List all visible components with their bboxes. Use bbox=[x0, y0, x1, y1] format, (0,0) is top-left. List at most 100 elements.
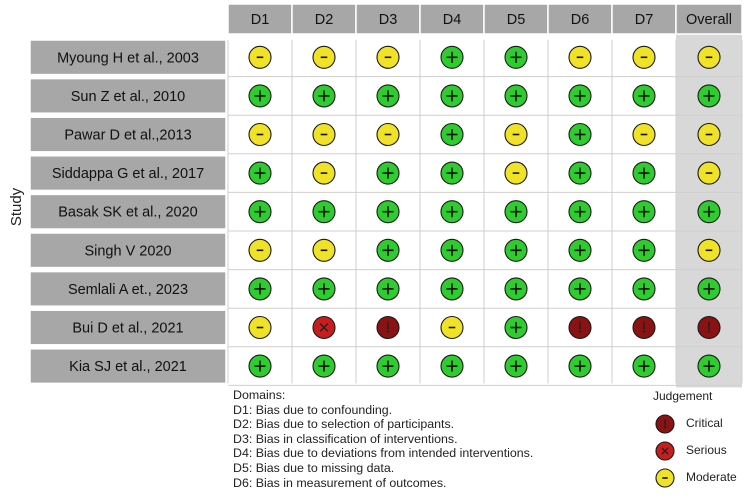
risk-of-bias-chart: Study D1 D2 D3 D4 D5 D6 D7 Overall Myoung H et a… bbox=[8, 3, 743, 388]
judgement-critical-marker bbox=[376, 315, 400, 340]
study-label-bg bbox=[29, 155, 227, 192]
judgement-low-marker bbox=[568, 200, 592, 224]
judgement-low-marker bbox=[568, 161, 592, 185]
domain-item-d1: D1: Bias due to confounding. bbox=[233, 402, 393, 417]
column-header-d4 bbox=[419, 3, 485, 35]
column-header-label: D3 bbox=[379, 12, 398, 28]
judgement-moderate-marker bbox=[248, 238, 272, 262]
judgement-serious-marker bbox=[312, 315, 336, 340]
judgement-low-marker bbox=[568, 84, 592, 108]
column-header-d1 bbox=[227, 3, 293, 35]
study-label: Pawar D et al.,2013 bbox=[64, 128, 191, 144]
judgement-moderate-marker bbox=[697, 161, 721, 185]
judgement-low-marker bbox=[248, 161, 272, 185]
domain-item-d6: D6: Bias in measurement of outcomes. bbox=[233, 475, 447, 490]
legend-item-label: Moderate bbox=[686, 470, 737, 484]
judgement-low-marker bbox=[697, 277, 721, 301]
column-header-label: D5 bbox=[507, 12, 526, 28]
judgement-moderate-marker bbox=[248, 122, 272, 147]
judgement-low-marker bbox=[312, 277, 336, 301]
judgement-moderate-marker bbox=[697, 45, 721, 69]
judgement-low-marker bbox=[504, 84, 528, 108]
judgement-moderate-marker bbox=[376, 122, 400, 147]
study-label: Singh V 2020 bbox=[84, 243, 171, 259]
study-label: Basak SK et al., 2020 bbox=[58, 205, 197, 221]
moderate-legend-icon bbox=[655, 468, 675, 488]
judgement-low-marker bbox=[376, 238, 400, 262]
judgement-low-marker bbox=[504, 354, 528, 378]
judgement-low-marker bbox=[440, 122, 464, 147]
column-header-label: D7 bbox=[635, 12, 654, 28]
judgement-low-marker bbox=[697, 354, 721, 378]
critical-legend-icon bbox=[655, 414, 675, 434]
judgement-low-marker bbox=[697, 200, 721, 224]
judgement-legend-title: Judgement bbox=[653, 389, 713, 403]
judgement-moderate-marker bbox=[504, 122, 528, 147]
study-label: Kia SJ et al., 2021 bbox=[69, 359, 187, 375]
column-header-d5 bbox=[483, 3, 549, 35]
column-header-label: D6 bbox=[571, 12, 590, 28]
study-label-bg bbox=[29, 348, 227, 385]
legend-item-critical: Critical bbox=[654, 413, 750, 434]
study-label-bg bbox=[29, 309, 227, 346]
y-axis-label: Study bbox=[8, 187, 25, 226]
judgement-low-marker bbox=[632, 277, 656, 301]
judgement-low-marker bbox=[632, 238, 656, 262]
legend-item-serious: Serious bbox=[654, 440, 750, 461]
judgement-low-marker bbox=[440, 200, 464, 224]
judgement-moderate-marker bbox=[632, 45, 656, 69]
study-label-bg bbox=[29, 116, 227, 153]
judgement-low-marker bbox=[440, 277, 464, 301]
study-label-bg bbox=[29, 77, 227, 114]
judgement-low-marker bbox=[376, 354, 400, 378]
judgement-low-marker bbox=[632, 161, 656, 185]
study-label: Sun Z et al., 2010 bbox=[71, 89, 185, 105]
domain-item-d3: D3: Bias in classification of interventi… bbox=[233, 431, 458, 446]
judgement-critical-marker bbox=[697, 315, 721, 340]
column-header-d6 bbox=[547, 3, 613, 35]
serious-legend-icon bbox=[655, 441, 675, 461]
judgement-low-marker bbox=[248, 354, 272, 378]
judgement-low-marker bbox=[440, 354, 464, 378]
judgement-critical-marker bbox=[632, 315, 656, 340]
judgement-moderate-marker bbox=[697, 122, 721, 147]
study-label: Bui D et al., 2021 bbox=[72, 321, 183, 337]
legend-item-moderate: Moderate bbox=[654, 467, 750, 488]
study-label: Siddappa G et al., 2017 bbox=[52, 166, 204, 182]
judgement-moderate-marker bbox=[248, 315, 272, 340]
column-header-label: D1 bbox=[251, 12, 270, 28]
judgement-low-marker bbox=[376, 161, 400, 185]
judgement-low-marker bbox=[248, 84, 272, 108]
judgement-low-marker bbox=[440, 238, 464, 262]
judgement-moderate-marker bbox=[632, 122, 656, 147]
study-label-bg bbox=[29, 39, 227, 76]
domains-heading: Domains: bbox=[233, 388, 286, 402]
judgement-low-marker bbox=[504, 277, 528, 301]
domains-legend: Domains: D1: Bias due to confounding. D2… bbox=[233, 388, 533, 490]
column-header-d2 bbox=[291, 3, 357, 35]
judgement-low-marker bbox=[504, 45, 528, 69]
judgement-low-marker bbox=[568, 354, 592, 378]
column-header-label: D4 bbox=[443, 12, 462, 28]
column-header-d3 bbox=[355, 3, 421, 35]
judgement-moderate-marker bbox=[568, 45, 592, 69]
judgement-low-marker bbox=[440, 161, 464, 185]
judgement-moderate-marker bbox=[504, 161, 528, 185]
judgement-moderate-marker bbox=[312, 238, 336, 262]
study-label-bg bbox=[29, 270, 227, 307]
judgement-low-marker bbox=[632, 84, 656, 108]
study-label-bg bbox=[29, 232, 227, 269]
judgement-low-marker bbox=[632, 200, 656, 224]
judgement-low-marker bbox=[376, 200, 400, 224]
legend-item-label: Serious bbox=[686, 443, 727, 457]
judgement-low-marker bbox=[632, 354, 656, 378]
judgement-low-marker bbox=[440, 45, 464, 69]
judgement-low-marker bbox=[440, 84, 464, 108]
legend-item-label: Critical bbox=[686, 416, 723, 430]
judgement-low-marker bbox=[248, 277, 272, 301]
study-label-bg bbox=[29, 193, 227, 230]
judgement-low-marker bbox=[697, 84, 721, 108]
judgement-moderate-marker bbox=[248, 45, 272, 69]
judgement-low-marker bbox=[312, 354, 336, 378]
judgement-low-marker bbox=[312, 200, 336, 224]
